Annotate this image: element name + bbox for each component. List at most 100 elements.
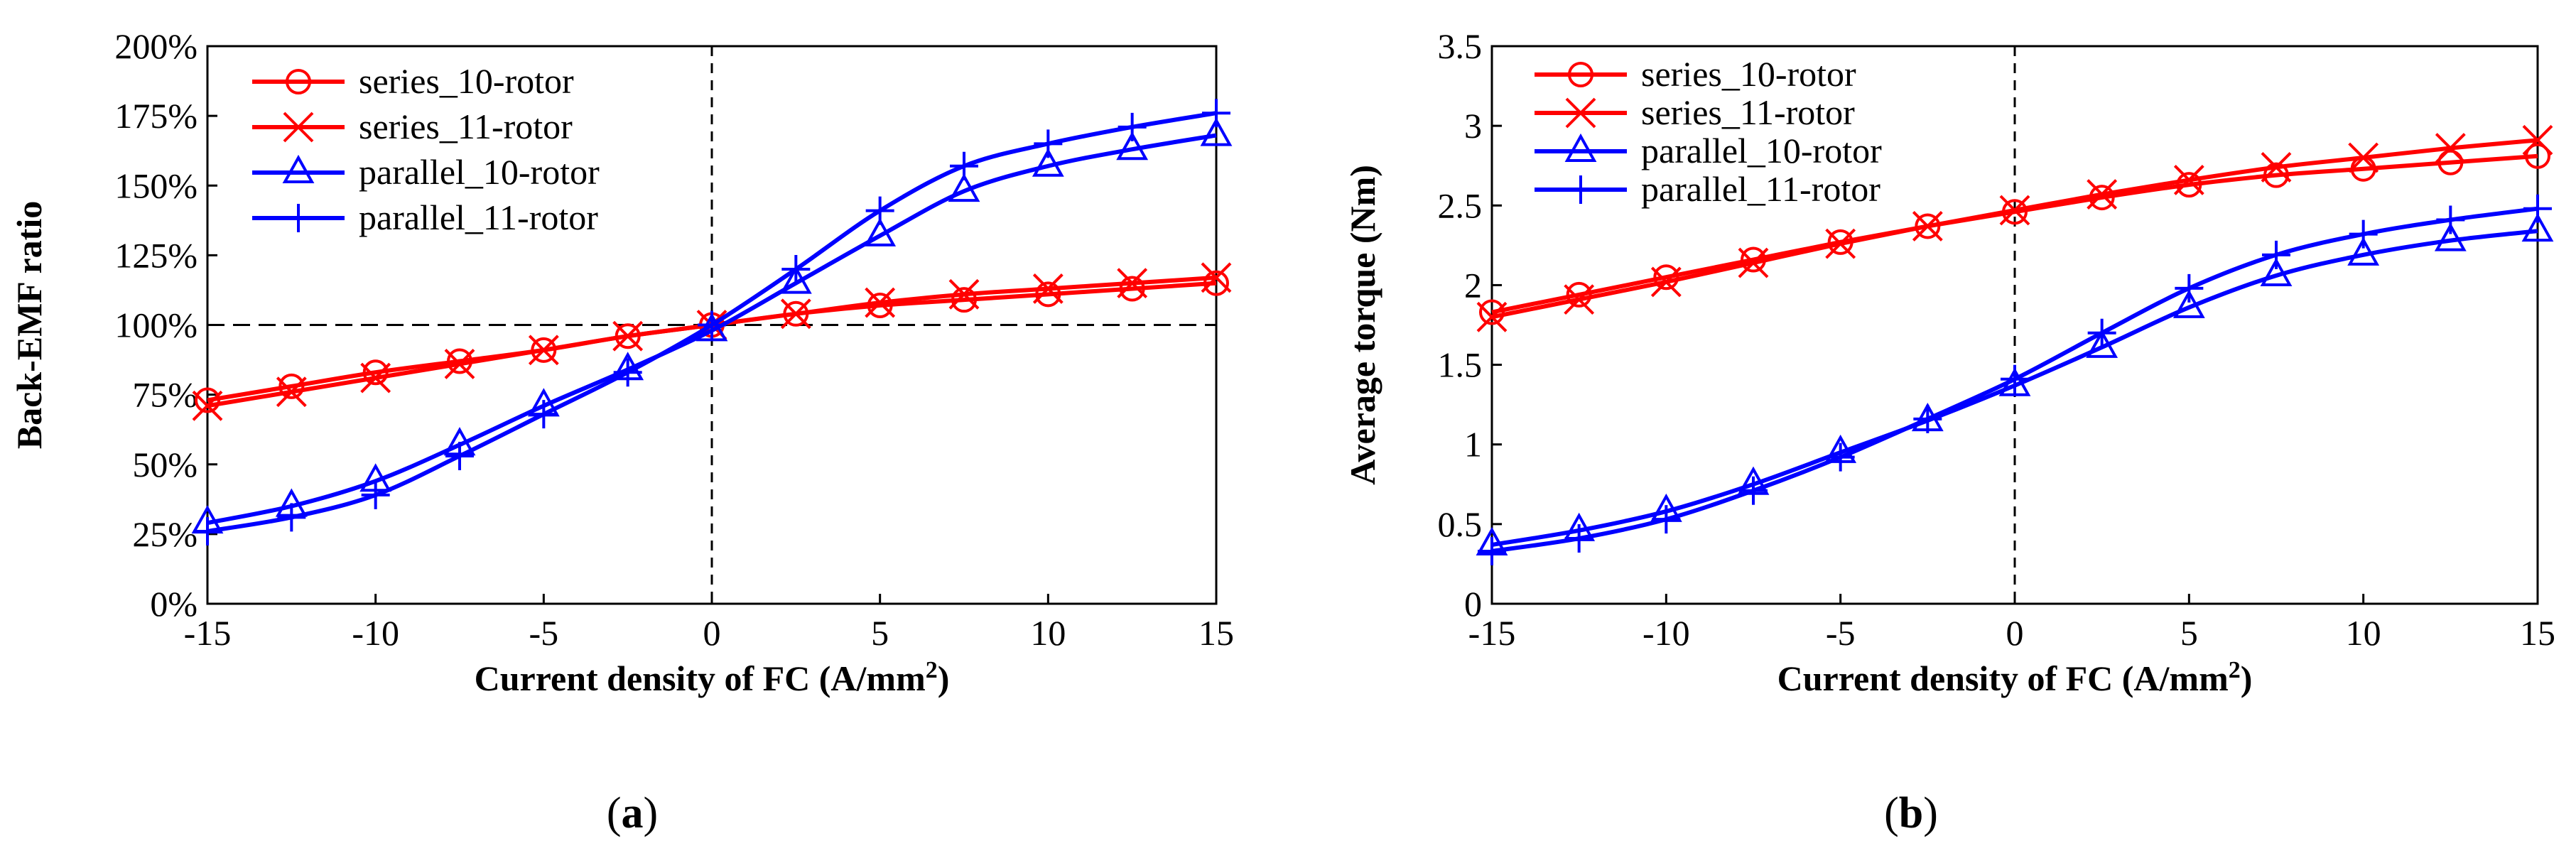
data-point: [2263, 162, 2289, 188]
x-tick-label: -15: [1468, 613, 1516, 653]
legend-marker: [286, 69, 311, 94]
data-point: [1566, 281, 1592, 308]
data-point: [2260, 257, 2293, 286]
x-tick-label: -15: [184, 613, 232, 653]
y-axis-label: Back-EMF ratio: [9, 201, 49, 449]
data-point: [2522, 124, 2553, 156]
data-point: [864, 217, 897, 246]
data-point: [1116, 131, 1149, 161]
data-point: [865, 287, 896, 318]
data-point: [2172, 289, 2205, 318]
data-point: [1201, 262, 1232, 293]
chart-b: 0 0.5 1 1.5 2 2.5 3 3.5 -15 -10 -5 0 5 10 15 Current de…: [1343, 26, 2555, 837]
x-tick-label: -10: [1643, 613, 1690, 653]
data-point: [2525, 143, 2550, 169]
data-point: [613, 358, 642, 387]
data-point: [1912, 211, 1943, 241]
series-series_10-rotor: [195, 270, 1229, 413]
data-point: [192, 390, 223, 421]
data-point: [1738, 247, 1769, 278]
x-tick-label: 10: [1030, 613, 1066, 653]
y-tick-label: 125%: [114, 235, 197, 275]
data-point: [2348, 142, 2379, 173]
data-point: [2434, 222, 2467, 251]
y-tick-label: 2: [1464, 265, 1482, 305]
data-point: [1117, 268, 1148, 299]
y-tick-label: 175%: [114, 96, 197, 136]
x-tick-label: -5: [529, 613, 559, 653]
y-tick-label: 50%: [132, 445, 197, 484]
series-parallel_11-rotor: [193, 99, 1230, 546]
data-point: [1739, 476, 1768, 505]
legend-label: parallel_10-rotor: [1641, 131, 1882, 170]
data-point: [2261, 152, 2292, 183]
y-tick-label: 75%: [132, 375, 197, 415]
panel-label: (b): [1884, 789, 1938, 837]
data-point: [444, 349, 475, 379]
data-point: [612, 320, 644, 352]
data-point: [1476, 301, 1508, 332]
data-point: [865, 196, 894, 225]
y-tick-label: 0%: [150, 584, 197, 624]
data-point: [1032, 273, 1064, 304]
data-point: [278, 373, 305, 399]
data-point: [1653, 264, 1679, 291]
data-point: [1035, 281, 1061, 308]
data-point: [2176, 172, 2202, 198]
x-tick-label: -5: [1826, 613, 1856, 653]
data-point: [2173, 164, 2204, 195]
series-parallel_11-rotor: [1478, 194, 2552, 565]
legend-label: parallel_11-rotor: [1641, 169, 1880, 209]
legend-label: series_11-rotor: [359, 107, 573, 146]
data-point: [698, 310, 726, 340]
x-tick-label: -10: [352, 613, 399, 653]
chart-a: 0% 25% 50% 75% 100% 125% 150% 175% 200% -15 -10 -5 0…: [9, 26, 1234, 837]
data-point: [1650, 266, 1682, 298]
y-tick-label: 1: [1464, 425, 1482, 465]
data-point: [1119, 276, 1145, 302]
data-point: [2521, 213, 2554, 242]
legend-label: parallel_10-rotor: [359, 152, 600, 192]
legend-marker: [1566, 175, 1595, 204]
x-tick-label: 5: [871, 613, 889, 653]
x-tick-label: 0: [2006, 613, 2024, 653]
data-point: [2087, 318, 2116, 347]
legend-label: series_10-rotor: [1641, 54, 1856, 94]
data-point: [276, 376, 307, 408]
y-tick-label: 1.5: [1438, 345, 1483, 385]
y-axis-label: Average torque (Nm): [1343, 165, 1382, 485]
data-point: [2087, 179, 2118, 210]
y-tick-label: 100%: [114, 305, 197, 345]
data-point: [1117, 112, 1147, 141]
y-tick-label: 3: [1464, 106, 1482, 146]
legend-label: series_11-rotor: [1641, 92, 1855, 132]
y-tick-label: 3.5: [1438, 26, 1483, 66]
y-tick-label: 150%: [114, 165, 197, 205]
legend-marker: [1564, 133, 1597, 162]
y-tick-label: 0: [1464, 584, 1482, 624]
data-point: [780, 298, 811, 330]
data-point: [2262, 240, 2290, 269]
data-point: [948, 173, 980, 202]
data-point: [1200, 117, 1233, 146]
y-tick-label: 25%: [132, 514, 197, 554]
legend-marker: [282, 154, 315, 183]
x-tick-label: 5: [2180, 613, 2198, 653]
data-point: [1825, 228, 1856, 259]
legend-marker: [1568, 62, 1593, 87]
data-point: [2437, 149, 2464, 175]
data-point: [951, 287, 977, 313]
data-point: [1999, 195, 2030, 226]
x-axis-label: Current density of FC (A/mm2): [475, 657, 950, 698]
legend-marker: [1565, 97, 1596, 129]
legend-marker: [284, 204, 313, 232]
data-point: [950, 151, 978, 180]
data-point: [193, 516, 222, 546]
data-point: [277, 503, 306, 532]
data-point: [2523, 194, 2552, 223]
data-point: [445, 441, 474, 470]
x-tick-label: 15: [2520, 613, 2555, 653]
x-axis-label: Current density of FC (A/mm2): [1777, 657, 2253, 698]
data-point: [1202, 99, 1230, 128]
